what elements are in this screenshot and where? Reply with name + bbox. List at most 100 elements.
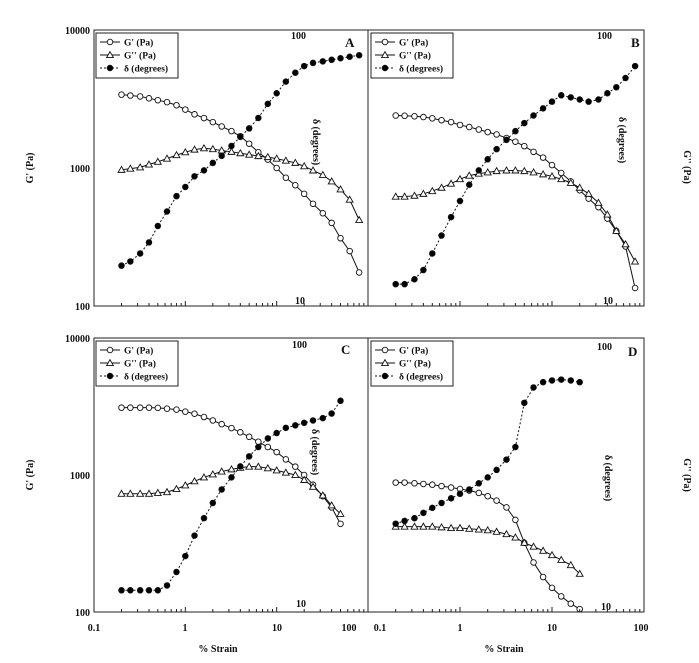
- delta-top-a: 100: [291, 31, 306, 42]
- data-point-g-double-prime: [465, 524, 474, 532]
- data-point-delta: [355, 52, 363, 59]
- data-point-g-prime: [300, 190, 308, 198]
- series-line-g-double-prime: [395, 526, 581, 575]
- legend-marker: [105, 358, 115, 366]
- data-point-g-double-prime: [630, 257, 640, 265]
- data-point-g-double-prime: [428, 522, 437, 530]
- y-tick-mid-a: 1000: [70, 164, 90, 175]
- data-point-g-prime: [245, 140, 253, 147]
- data-point-g-double-prime: [172, 150, 181, 159]
- y-tick-bottom-c: 100: [75, 608, 90, 619]
- delta-bottom-a: 10: [295, 296, 305, 307]
- data-point-delta: [392, 280, 399, 288]
- data-point-g-prime: [392, 479, 399, 486]
- data-point-delta: [484, 474, 491, 481]
- data-point-g-prime: [328, 219, 335, 227]
- legend-panel-a: G' (Pa) G'' (Pa) δ (degrees): [95, 32, 179, 79]
- data-point-delta: [465, 181, 473, 188]
- data-point-g-prime: [530, 559, 537, 566]
- data-point-delta: [319, 414, 327, 422]
- data-point-g-prime: [145, 95, 153, 102]
- data-point-delta: [438, 499, 445, 507]
- data-point-delta: [154, 222, 162, 230]
- data-point-delta: [255, 114, 262, 122]
- data-point-g-double-prime: [217, 467, 226, 475]
- data-point-g-double-prime: [254, 462, 263, 470]
- data-point-g-double-prime: [566, 560, 575, 569]
- data-point-g-prime: [548, 161, 556, 169]
- data-point-delta: [346, 53, 353, 60]
- data-point-g-prime: [173, 101, 180, 109]
- panel-b-frame: [367, 29, 645, 307]
- panel-b-letter: B: [631, 35, 640, 50]
- data-point-delta: [163, 582, 171, 589]
- data-point-delta: [218, 486, 225, 493]
- data-point-g-prime: [512, 138, 519, 145]
- x-tick-c-1: 1: [183, 623, 188, 634]
- data-point-g-prime: [228, 424, 235, 432]
- data-point-delta: [300, 62, 308, 70]
- y-right-title-b: G'' (Pa): [681, 150, 692, 184]
- data-point-delta: [392, 520, 399, 527]
- data-point-g-prime: [530, 148, 537, 156]
- data-point-delta: [576, 378, 583, 386]
- data-point-delta: [401, 517, 408, 525]
- data-point-g-prime: [209, 417, 217, 424]
- series-line-g-double-prime: [395, 169, 636, 262]
- data-point-delta: [118, 262, 125, 269]
- data-point-g-double-prime: [511, 166, 520, 174]
- data-point-g-prime: [127, 404, 134, 411]
- data-point-g-double-prime: [557, 555, 566, 563]
- data-point-delta: [154, 587, 162, 594]
- data-point-g-prime: [484, 128, 491, 136]
- data-point-g-prime: [337, 234, 344, 242]
- data-point-g-double-prime: [126, 164, 135, 172]
- legend-label: G'' (Pa): [124, 51, 156, 62]
- data-point-g-double-prime: [272, 466, 281, 474]
- data-point-delta: [127, 258, 134, 265]
- data-point-delta: [604, 89, 611, 97]
- delta-top-c: 100: [292, 340, 307, 351]
- data-point-delta: [337, 397, 344, 405]
- data-point-g-prime: [420, 480, 427, 488]
- data-point-g-double-prime: [410, 191, 419, 199]
- data-point-g-prime: [200, 114, 208, 122]
- data-point-g-double-prime: [244, 462, 254, 470]
- data-point-delta: [530, 112, 537, 119]
- data-point-delta: [173, 192, 180, 200]
- data-point-g-double-prime: [437, 183, 446, 191]
- x-tick-d-3: 100: [634, 623, 649, 634]
- data-point-g-double-prime: [144, 160, 154, 168]
- data-point-delta: [521, 399, 528, 407]
- data-point-delta: [438, 232, 445, 239]
- data-point-g-prime: [292, 181, 299, 189]
- data-point-g-double-prime: [254, 151, 263, 160]
- legend-marker: [380, 50, 390, 58]
- data-point-g-prime: [456, 121, 464, 129]
- data-point-g-double-prime: [584, 189, 593, 197]
- data-point-g-double-prime: [345, 195, 354, 203]
- data-point-g-double-prime: [455, 523, 465, 532]
- data-point-g-prime: [429, 481, 436, 488]
- data-point-g-prime: [493, 497, 500, 504]
- x-axis-title-d: % Strain: [484, 644, 524, 655]
- data-point-delta: [484, 156, 491, 163]
- data-point-g-double-prime: [419, 522, 428, 530]
- legend-label: δ (degrees): [399, 372, 443, 383]
- plot-panel-a: [117, 52, 364, 276]
- data-point-delta: [503, 456, 510, 463]
- data-point-g-prime: [136, 404, 144, 411]
- plot-panel-c: [117, 397, 345, 594]
- data-point-g-double-prime: [437, 523, 446, 531]
- data-point-g-prime: [264, 443, 272, 451]
- data-point-g-double-prime: [446, 179, 456, 187]
- data-point-delta: [465, 486, 473, 493]
- data-point-delta: [173, 568, 180, 576]
- data-point-delta: [411, 276, 418, 283]
- data-point-delta: [530, 384, 537, 391]
- data-point-delta: [136, 587, 144, 594]
- data-point-g-double-prime: [474, 525, 483, 533]
- legend-marker: [106, 372, 114, 380]
- data-point-g-double-prime: [162, 487, 172, 496]
- data-point-g-double-prime: [557, 174, 566, 183]
